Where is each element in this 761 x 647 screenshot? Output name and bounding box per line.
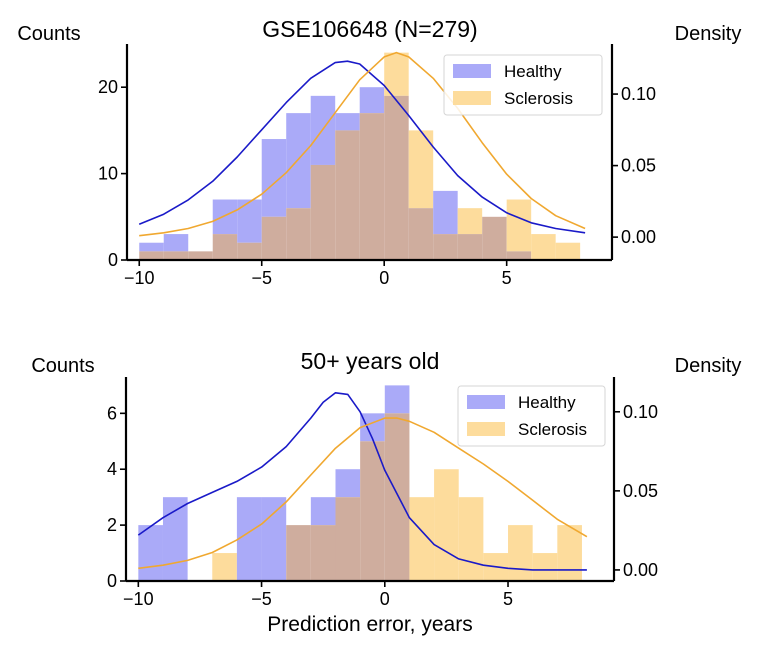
sclerosis-bar-16	[532, 553, 558, 581]
y-tick-label-0: 0	[108, 250, 118, 270]
healthy-bar-12	[433, 190, 458, 235]
healthy-bar-7	[310, 497, 336, 526]
healthy-bar-4	[236, 497, 262, 581]
chart-1-plot: −10 −5 0 5 0 10 20 0.00 0.05 0.10 Healthy Sclerosis	[98, 44, 656, 288]
legend-swatch-healthy	[453, 64, 491, 78]
chart-1-left-axis-label: Counts	[17, 23, 80, 45]
x-tick-label-3: 5	[503, 589, 513, 609]
overlap-bar-2	[188, 251, 213, 260]
overlap-bar-7	[310, 525, 336, 581]
sclerosis-bar-17	[555, 242, 581, 260]
y-right-tick-label-2: 0.10	[623, 402, 658, 422]
healthy-bar-0	[138, 525, 163, 581]
overlap-bar-6	[286, 208, 311, 260]
legend-label-sclerosis: Sclerosis	[518, 420, 587, 439]
healthy-bar-10	[384, 385, 410, 414]
y-tick-label-2: 20	[98, 77, 118, 97]
legend-label-healthy: Healthy	[518, 393, 576, 412]
x-tick-label-0: −10	[124, 268, 155, 288]
overlap-bar-8	[335, 497, 361, 581]
overlap-bar-14	[482, 216, 507, 260]
y-right-tick-label-2: 0.10	[621, 84, 656, 104]
x-tick-label-0: −10	[123, 589, 154, 609]
sclerosis-bar-16	[531, 234, 556, 260]
y-tick-label-1: 2	[107, 515, 117, 535]
overlap-bar-11	[408, 208, 434, 260]
x-tick-label-1: −5	[251, 589, 272, 609]
y-right-tick-label-1: 0.05	[623, 481, 658, 501]
x-tick-label-1: −5	[251, 268, 272, 288]
overlap-bar-10	[384, 413, 410, 581]
y-tick-label-2: 4	[107, 459, 117, 479]
chart-1-right-axis-label: Density	[675, 23, 742, 45]
y-tick-label-3: 6	[107, 403, 117, 423]
sclerosis-bar-3	[212, 553, 237, 581]
healthy-bar-4	[237, 199, 262, 243]
sclerosis-bar-15	[508, 525, 533, 581]
overlap-bar-7	[310, 164, 336, 260]
sclerosis-bar-17	[557, 525, 582, 581]
overlap-bar-13	[457, 234, 483, 260]
overlap-bar-1	[163, 251, 189, 260]
chart-1-title: GSE106648 (N=279)	[262, 16, 477, 42]
sclerosis-density-curve	[138, 417, 588, 570]
overlap-bar-3	[212, 234, 238, 260]
sclerosis-bar-13	[457, 208, 483, 235]
sclerosis-bar-10	[384, 52, 409, 96]
healthy-bar-0	[139, 242, 164, 252]
sclerosis-bar-11	[408, 130, 434, 209]
healthy-bar-5	[261, 497, 287, 581]
x-axis-label: Prediction error, years	[267, 613, 472, 636]
x-tick-label-2: 0	[380, 589, 390, 609]
sclerosis-density-curve	[139, 51, 586, 237]
chart-2-plot: −10 −5 0 5 0 2 4 6 0.00 0.05 0.10 Healthy Sclerosis	[107, 377, 658, 609]
sclerosis-bar-11	[409, 497, 435, 581]
overlap-bar-0	[139, 251, 164, 260]
y-tick-label-0: 0	[107, 571, 117, 591]
x-tick-label-2: 0	[379, 268, 389, 288]
chart-2-title: 50+ years old	[301, 348, 440, 374]
healthy-bar-9	[360, 413, 385, 442]
sclerosis-bar-13	[458, 497, 484, 581]
legend-swatch-healthy	[467, 395, 505, 409]
healthy-bar-9	[359, 87, 385, 114]
healthy-bar-1	[163, 234, 189, 252]
y-right-tick-label-1: 0.05	[621, 156, 656, 176]
overlap-bar-12	[433, 234, 458, 260]
healthy-bar-6	[286, 113, 311, 209]
healthy-density-curve	[138, 60, 586, 234]
healthy-bar-3	[212, 199, 238, 235]
overlap-bar-8	[335, 130, 360, 260]
healthy-density-curve	[137, 392, 587, 571]
sclerosis-bar-12	[434, 469, 459, 581]
overlap-bar-15	[506, 251, 532, 260]
overlap-bar-10	[384, 95, 409, 260]
overlap-bar-4	[237, 242, 262, 260]
chart-2-left-axis-label: Counts	[31, 355, 94, 377]
healthy-bar-8	[335, 113, 360, 131]
overlap-bar-6	[286, 525, 311, 581]
legend-label-sclerosis: Sclerosis	[504, 89, 573, 108]
y-right-tick-label-0: 0.00	[623, 560, 658, 580]
sclerosis-bar-15	[506, 199, 532, 252]
chart-2-right-axis-label: Density	[675, 355, 742, 377]
y-right-tick-label-0: 0.00	[621, 227, 656, 247]
overlap-bar-5	[261, 216, 287, 260]
overlap-bar-9	[360, 441, 385, 581]
legend-label-healthy: Healthy	[504, 62, 562, 81]
healthy-bar-8	[335, 469, 361, 498]
legend-swatch-sclerosis	[467, 422, 505, 436]
x-tick-label-3: 5	[502, 268, 512, 288]
healthy-bar-5	[261, 139, 287, 217]
overlap-bar-9	[359, 113, 385, 261]
legend-swatch-sclerosis	[453, 91, 491, 105]
y-tick-label-1: 10	[98, 164, 118, 184]
